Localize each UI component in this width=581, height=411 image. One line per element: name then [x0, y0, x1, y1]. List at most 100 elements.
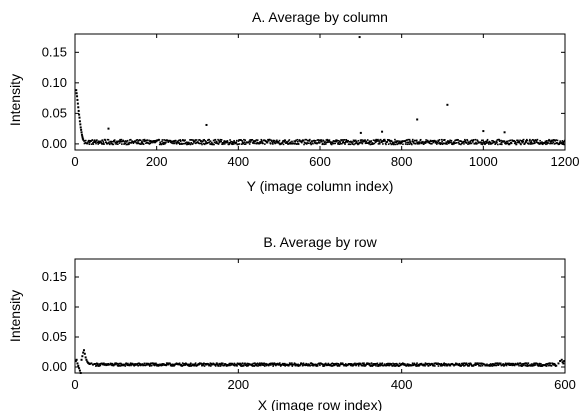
data-point: [503, 140, 506, 142]
data-point: [491, 142, 494, 144]
data-point: [215, 363, 217, 366]
data-point: [281, 141, 284, 143]
data-point: [102, 140, 104, 143]
data-point: [223, 363, 226, 365]
data-point: [74, 360, 77, 362]
data-point: [529, 138, 531, 141]
data-point: [350, 363, 353, 365]
data-point: [474, 142, 476, 145]
x-tick-label: 600: [309, 154, 331, 169]
data-point: [521, 363, 524, 365]
data-point: [318, 362, 321, 365]
data-point: [443, 364, 446, 367]
data-point: [363, 363, 366, 366]
data-point: [96, 363, 98, 366]
data-point: [120, 138, 123, 141]
data-point: [317, 141, 320, 144]
data-point: [120, 363, 123, 365]
data-point: [362, 140, 365, 143]
data-point: [86, 142, 89, 145]
data-point: [312, 363, 315, 366]
data-point: [383, 140, 386, 142]
data-point: [119, 362, 121, 365]
data-point: [88, 143, 91, 146]
data-point: [127, 362, 129, 365]
data-point: [398, 142, 401, 144]
data-point: [135, 139, 138, 141]
data-point: [119, 365, 122, 367]
data-point: [173, 142, 176, 145]
data-point: [232, 143, 235, 145]
data-point: [156, 363, 159, 366]
data-point: [301, 141, 303, 144]
data-point: [148, 143, 151, 145]
data-point: [256, 141, 259, 144]
data-point: [163, 139, 165, 141]
data-point: [492, 140, 494, 142]
data-point: [381, 130, 384, 133]
data-point: [361, 364, 364, 367]
data-point: [270, 364, 272, 366]
data-point: [273, 363, 275, 366]
data-point: [88, 139, 90, 142]
data-point: [434, 140, 436, 143]
data-point: [330, 362, 333, 365]
data-point: [351, 363, 354, 366]
data-point: [111, 143, 114, 146]
data-point: [513, 139, 516, 142]
data-point: [129, 141, 132, 144]
data-point: [472, 141, 474, 143]
data-point: [480, 139, 483, 142]
data-point: [258, 142, 261, 145]
data-point: [88, 363, 91, 365]
data-point: [83, 352, 86, 355]
data-point: [126, 364, 129, 367]
data-point: [507, 143, 510, 146]
data-point: [204, 140, 206, 142]
data-point: [238, 139, 240, 141]
data-point: [470, 142, 473, 145]
data-point: [552, 362, 555, 365]
data-point: [449, 139, 451, 142]
data-point: [545, 143, 547, 146]
data-point: [78, 113, 81, 116]
data-point: [233, 364, 235, 367]
data-point: [133, 363, 136, 365]
data-point: [203, 142, 205, 145]
data-point: [536, 363, 539, 365]
data-point: [288, 363, 290, 366]
data-point: [383, 138, 386, 141]
data-point: [398, 365, 401, 367]
data-point: [252, 362, 254, 365]
data-point: [234, 364, 236, 367]
data-point: [544, 363, 547, 366]
data-point: [237, 140, 240, 142]
data-point: [177, 140, 179, 143]
data-point: [131, 362, 133, 365]
data-point: [362, 363, 365, 365]
data-point: [505, 363, 507, 366]
data-point: [178, 142, 181, 144]
data-point: [262, 362, 265, 365]
data-point: [548, 139, 551, 142]
data-point: [302, 364, 304, 367]
data-point: [173, 364, 176, 367]
data-point: [481, 362, 483, 365]
data-point: [305, 363, 308, 365]
data-point: [311, 362, 314, 365]
data-point: [169, 362, 171, 364]
data-point: [229, 364, 231, 367]
data-point: [354, 140, 356, 143]
data-point: [558, 142, 561, 144]
data-point: [560, 358, 563, 361]
data-point: [141, 141, 144, 144]
data-point: [332, 364, 335, 367]
panel-a-plot-frame: [74, 33, 566, 151]
data-point: [409, 364, 412, 367]
data-point: [393, 141, 396, 143]
data-point: [508, 140, 510, 142]
data-point: [395, 364, 397, 367]
data-point: [81, 137, 84, 140]
data-point: [550, 142, 552, 145]
